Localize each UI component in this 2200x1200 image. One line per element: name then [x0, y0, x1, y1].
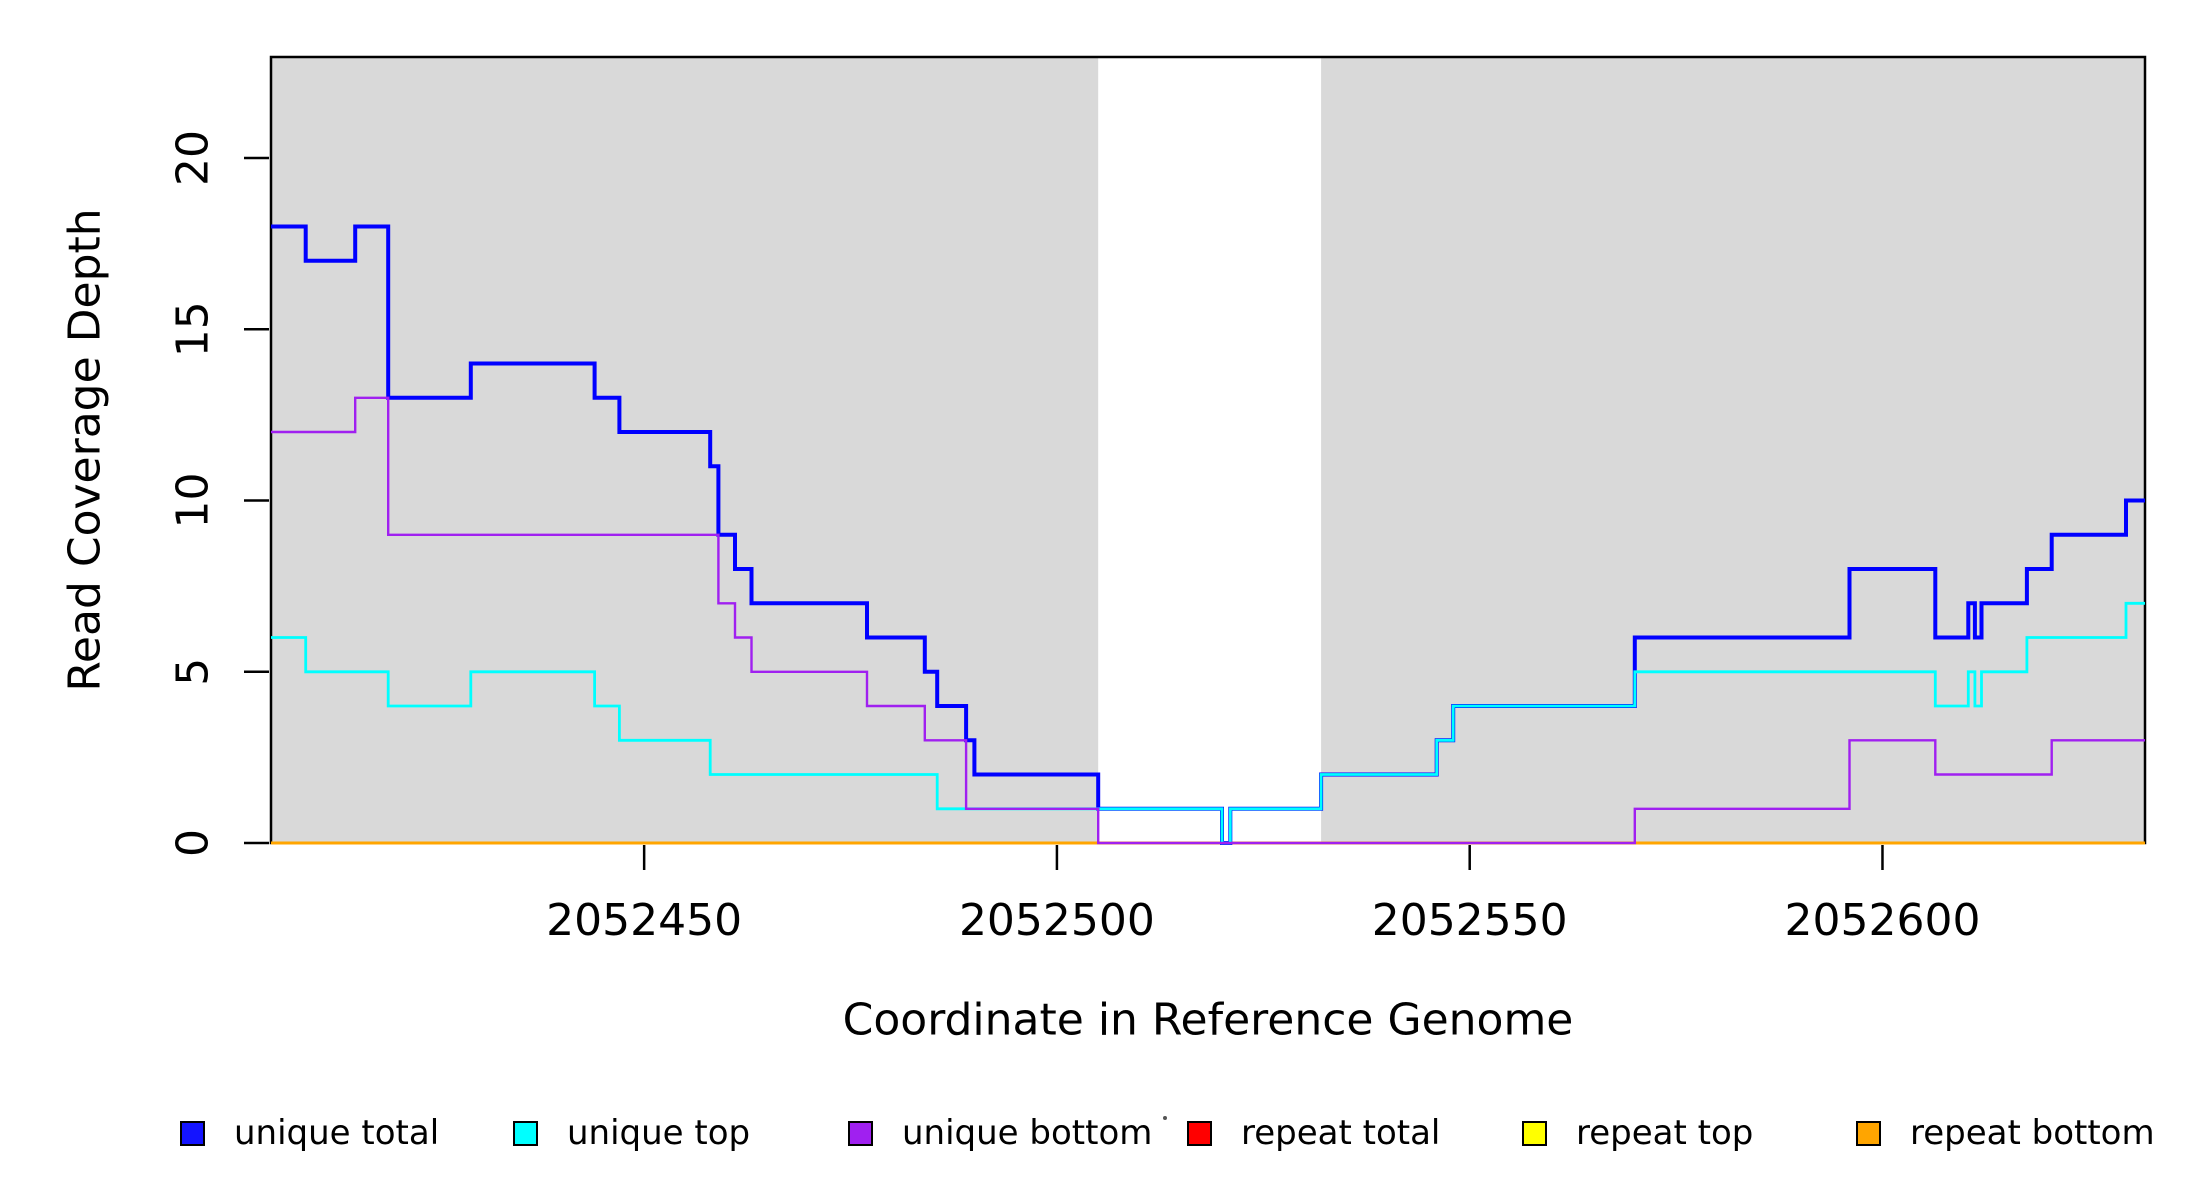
x-tick-label: 2052550 — [1372, 895, 1568, 946]
x-axis-title: Coordinate in Reference Genome — [842, 994, 1574, 1046]
y-tick-label: 5 — [168, 658, 219, 686]
legend-entry-repeat-total: repeat total — [1187, 1113, 1441, 1153]
mappable-region-band — [271, 57, 1099, 843]
y-axis-title: Read Coverage Depth — [59, 208, 111, 692]
x-tick-label: 2052450 — [546, 895, 742, 946]
series-unique-top — [271, 601, 2145, 845]
legend-label: unique total — [234, 1113, 440, 1153]
series-unique-total — [271, 224, 2145, 845]
repeat-total-swatch-icon — [1187, 1120, 1212, 1146]
repeat-top-swatch-icon — [1522, 1120, 1547, 1146]
repeat-bottom-swatch-icon — [1856, 1120, 1881, 1146]
legend-label: repeat bottom — [1910, 1113, 2155, 1153]
y-tick-label: 20 — [168, 130, 219, 186]
legend-label: unique bottom — [902, 1113, 1153, 1153]
legend-entry-repeat-bottom: repeat bottom — [1856, 1113, 2155, 1153]
y-tick-label: 15 — [168, 301, 219, 357]
stray-dot — [1163, 1116, 1167, 1120]
legend-entry-unique-top: unique top — [513, 1113, 751, 1153]
mappable-region-band — [1321, 57, 2145, 843]
series-unique-bottom — [271, 396, 2145, 845]
legend-label: repeat top — [1576, 1113, 1754, 1153]
x-tick-label: 2052500 — [959, 895, 1155, 946]
legend-entry-unique-bottom: unique bottom — [848, 1113, 1153, 1153]
y-tick-label: 0 — [168, 829, 219, 857]
x-tick-label: 2052600 — [1784, 895, 1980, 946]
unique-bottom-swatch-icon — [848, 1120, 873, 1146]
legend-entry-repeat-top: repeat top — [1522, 1113, 1754, 1153]
legend-entry-unique-total: unique total — [180, 1113, 440, 1153]
unique-top-swatch-icon — [513, 1120, 538, 1146]
legend-label: repeat total — [1241, 1113, 1441, 1153]
unique-total-swatch-icon — [180, 1120, 205, 1146]
legend-label: unique top — [567, 1113, 751, 1153]
y-tick-label: 10 — [168, 473, 219, 529]
